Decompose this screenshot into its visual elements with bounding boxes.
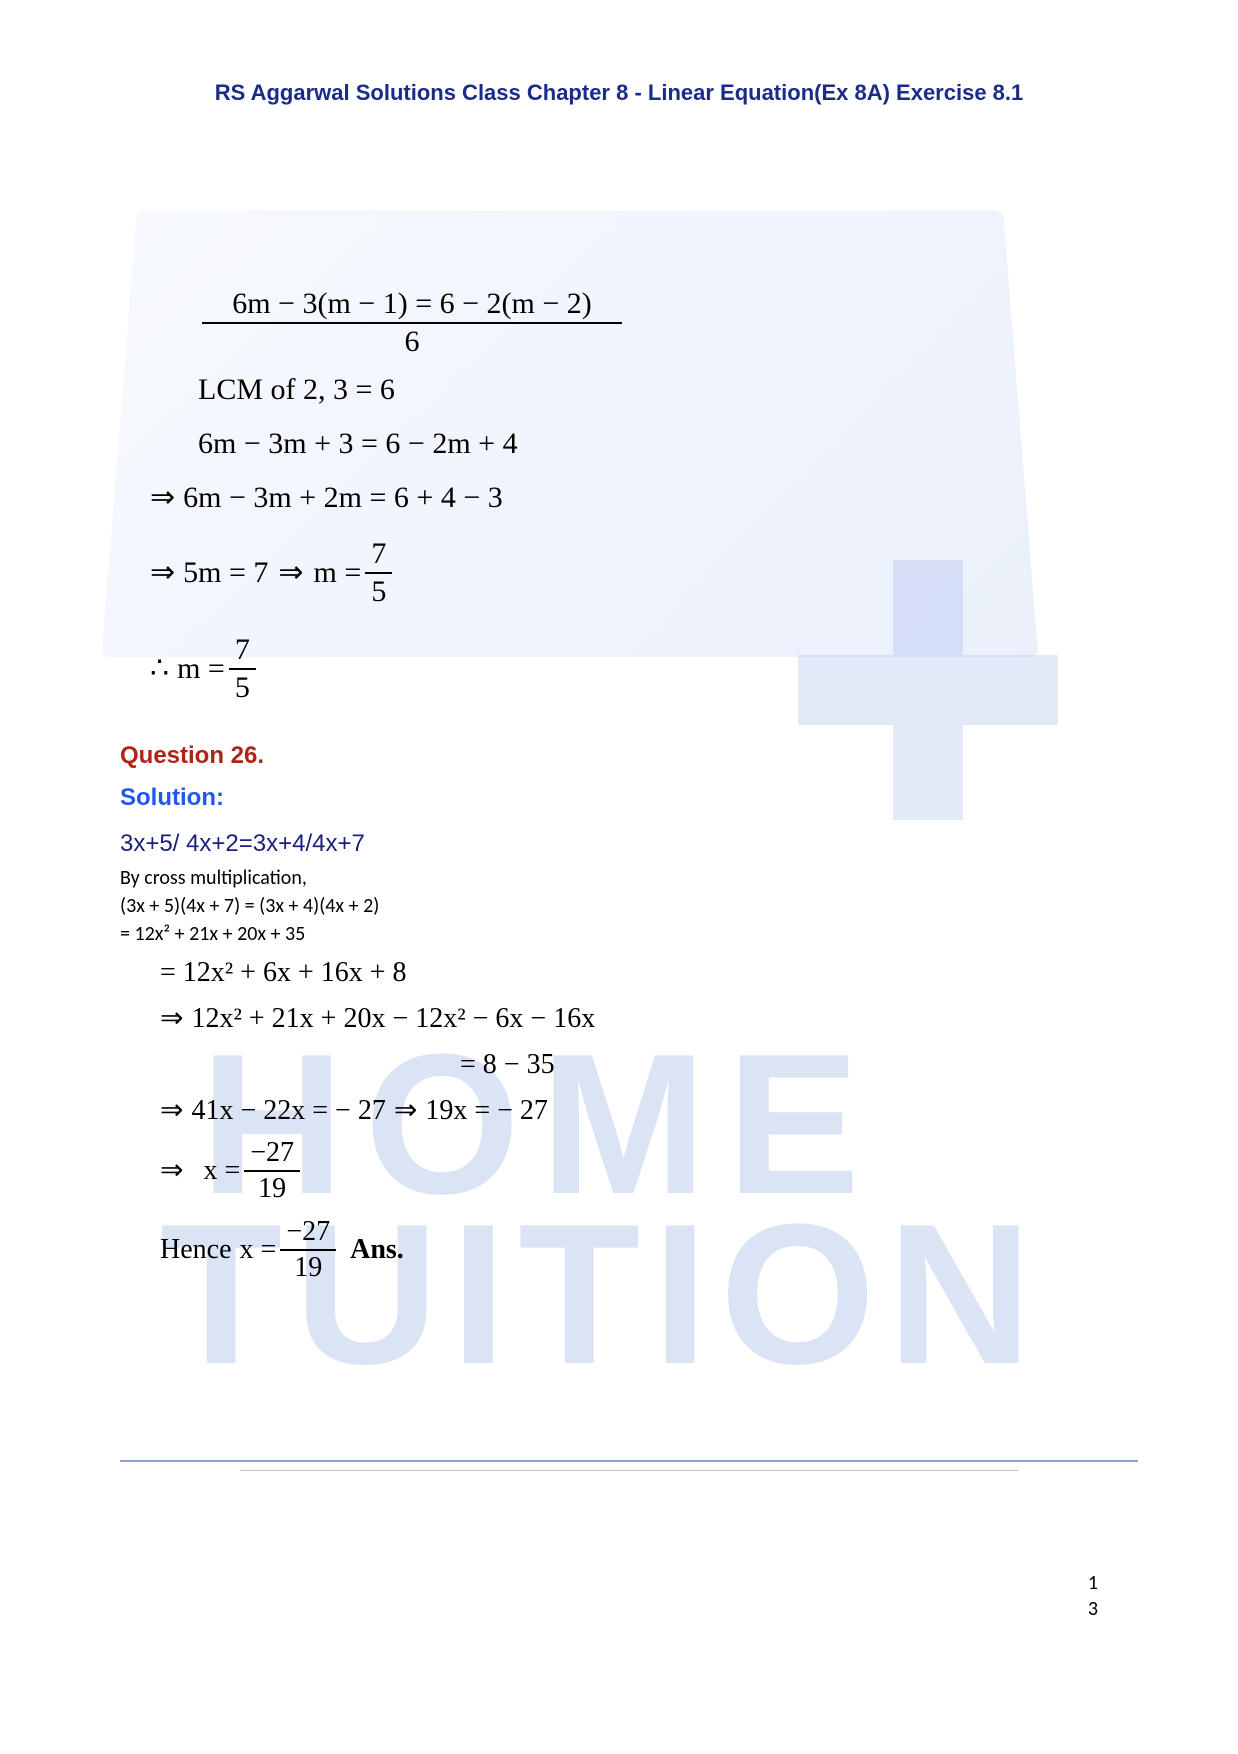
solve-line: ⇒ 5m = 7 ⇒ m = 7 5 [150, 536, 1118, 610]
fraction-numerator: −27 [280, 1215, 336, 1251]
eq-fraction-line: 6m − 3(m − 1) = 6 − 2(m − 2) 6 [198, 286, 1118, 360]
ans-label: Ans. [350, 1229, 404, 1271]
implies-icon: ⇒ [160, 998, 183, 1040]
expand-product: (3x + 5)(4x + 7) = (3x + 4)(4x + 2) [120, 892, 1118, 920]
mline4-right: 19x = − 27 [425, 1090, 548, 1132]
mline1: = 12x² + 6x + 16x + 8 [160, 952, 1118, 994]
page-number: 1 3 [1088, 1570, 1098, 1622]
mline6-lhs: x = [240, 1229, 277, 1271]
implies-icon: ⇒ [150, 474, 175, 522]
mline3: = 8 − 35 [460, 1044, 1118, 1086]
fraction: −27 19 [244, 1136, 300, 1205]
mline5: ⇒ x = −27 19 [160, 1136, 1118, 1205]
cross-mult-text: By cross multiplication, [120, 864, 1118, 892]
expand-result: = 12x² + 21x + 20x + 35 [120, 920, 1118, 948]
implies-icon: ⇒ [278, 549, 303, 597]
fraction: 6m − 3(m − 1) = 6 − 2(m − 2) 6 [202, 286, 622, 360]
footer-rule-thin [240, 1470, 1018, 1471]
mline5-lhs: x = [203, 1150, 240, 1192]
hence-text: Hence [160, 1229, 232, 1271]
question-26-heading: Question 26. [120, 742, 1118, 770]
mline2: ⇒ 12x² + 21x + 20x − 12x² − 6x − 16x [160, 998, 1118, 1040]
page-title: RS Aggarwal Solutions Class Chapter 8 - … [120, 80, 1118, 106]
solve-left: 5m = 7 [183, 549, 268, 597]
solution-label: Solution: [120, 784, 1118, 812]
solve-right-lhs: m = [314, 549, 362, 597]
page-number-a: 1 [1088, 1570, 1098, 1596]
fraction-numerator: 7 [365, 536, 392, 574]
fraction-numerator: 7 [229, 632, 256, 670]
fraction-denominator: 5 [229, 670, 256, 706]
page-content: RS Aggarwal Solutions Class Chapter 8 - … [0, 0, 1238, 1348]
therefore-lhs: m = [177, 645, 225, 693]
rearrange-line: ⇒ 6m − 3m + 2m = 6 + 4 − 3 [150, 474, 1118, 522]
lcm-line: LCM of 2, 3 = 6 [198, 366, 1118, 414]
question-26-equation: 3x+5/ 4x+2=3x+4/4x+7 [120, 830, 1118, 858]
fraction-denominator: 19 [252, 1172, 292, 1206]
therefore-icon: ∴ [150, 645, 169, 693]
implies-icon: ⇒ [160, 1150, 183, 1192]
implies-icon: ⇒ [160, 1090, 183, 1132]
implies-icon: ⇒ [150, 549, 175, 597]
expand-line: 6m − 3m + 3 = 6 − 2m + 4 [198, 420, 1118, 468]
solution-25-math: 6m − 3(m − 1) = 6 − 2(m − 2) 6 LCM of 2,… [150, 286, 1118, 706]
mline6: Hence x = −27 19 Ans. [160, 1215, 1118, 1284]
mline4-left: 41x − 22x = − 27 [191, 1090, 385, 1132]
fraction: 7 5 [365, 536, 392, 610]
fraction-denominator: 6 [399, 324, 426, 360]
footer-rule [120, 1460, 1138, 1462]
fraction: 7 5 [229, 632, 256, 706]
page-number-b: 3 [1088, 1596, 1098, 1622]
implies-icon: ⇒ [394, 1090, 417, 1132]
rearrange-expr: 6m − 3m + 2m = 6 + 4 − 3 [183, 474, 503, 522]
mline4: ⇒ 41x − 22x = − 27 ⇒ 19x = − 27 [160, 1090, 1118, 1132]
fraction-numerator: −27 [244, 1136, 300, 1172]
mline3-expr: = 8 − 35 [460, 1044, 555, 1086]
fraction-denominator: 5 [365, 574, 392, 610]
therefore-line: ∴ m = 7 5 [150, 632, 1118, 706]
fraction: −27 19 [280, 1215, 336, 1284]
mline2-expr: 12x² + 21x + 20x − 12x² − 6x − 16x [191, 998, 595, 1040]
fraction-numerator: 6m − 3(m − 1) = 6 − 2(m − 2) [202, 286, 622, 324]
fraction-denominator: 19 [288, 1251, 328, 1285]
solution-26-math: = 12x² + 6x + 16x + 8 ⇒ 12x² + 21x + 20x… [160, 952, 1118, 1284]
